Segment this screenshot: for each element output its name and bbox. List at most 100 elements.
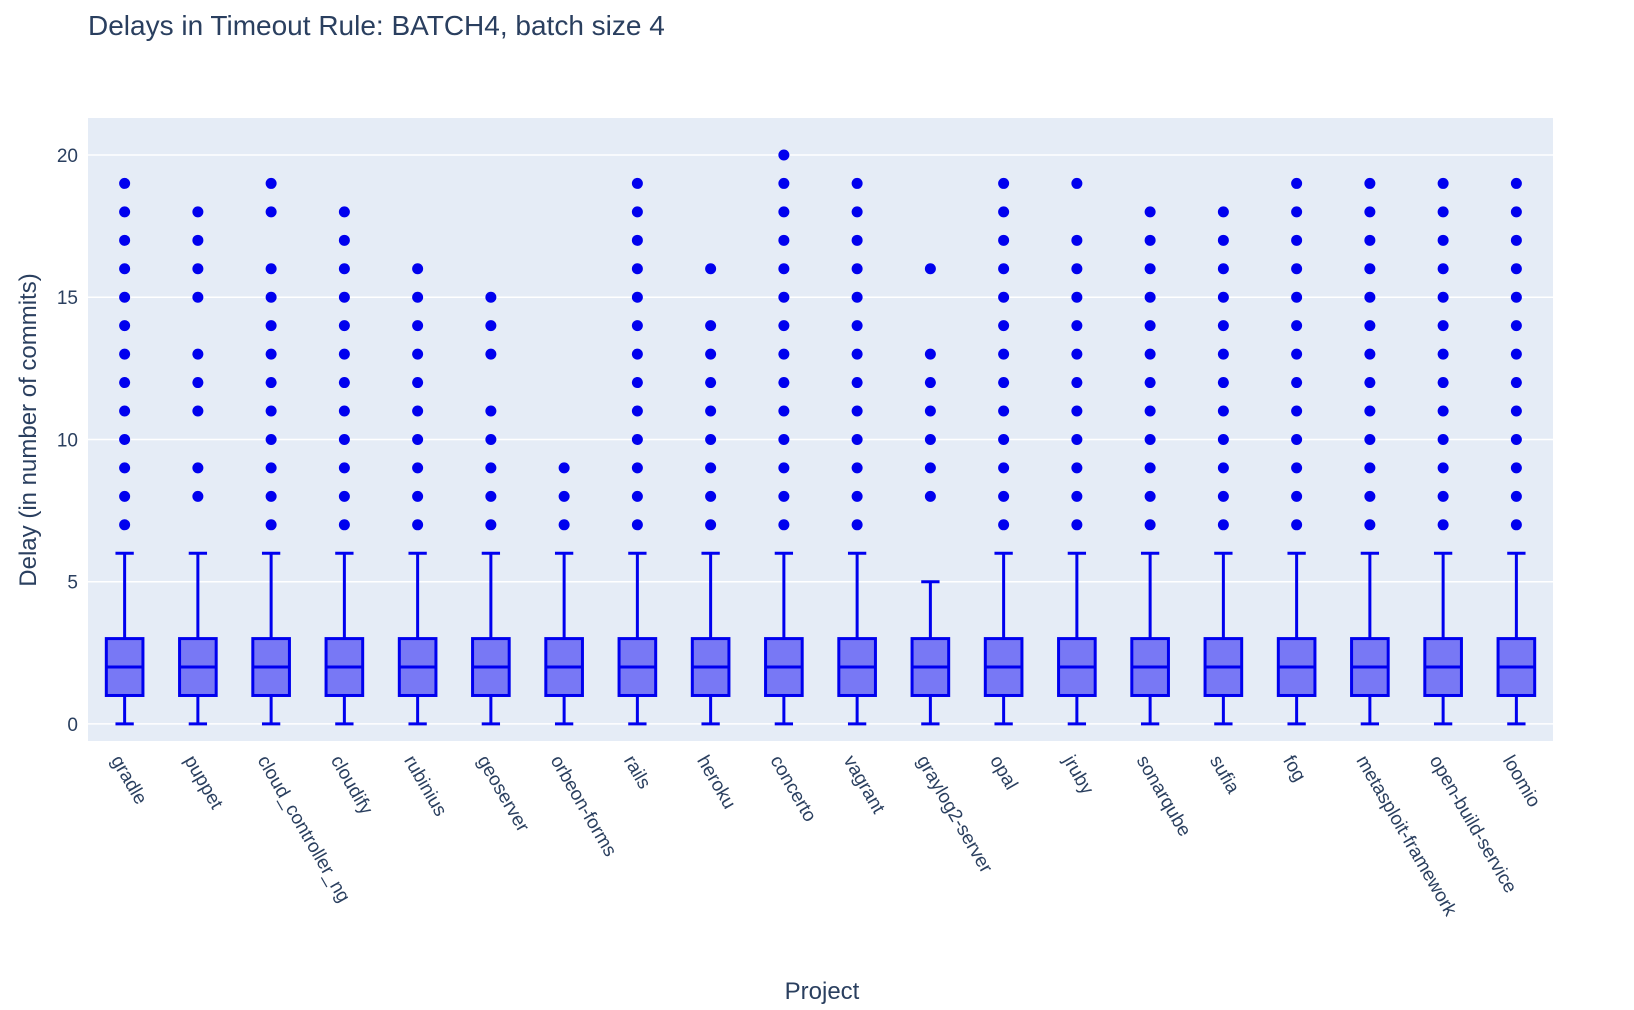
x-tick-label: geoserver [473, 752, 534, 836]
outlier-point [1437, 177, 1449, 189]
x-tick-label: rails [619, 752, 655, 793]
outlier-point [1510, 177, 1522, 189]
outlier-point [1291, 433, 1303, 445]
x-tick-label: orbeon-forms [546, 752, 621, 860]
outlier-point [705, 519, 717, 531]
outlier-point [1437, 519, 1449, 531]
outlier-point [1364, 405, 1376, 417]
box-puppet [178, 206, 218, 726]
outlier-point [851, 263, 863, 275]
outlier-point [631, 377, 643, 389]
outlier-point [1217, 263, 1229, 275]
outlier-point [1364, 348, 1376, 360]
outlier-point [119, 206, 131, 218]
outlier-point [1291, 519, 1303, 531]
outlier-point [1364, 490, 1376, 502]
outlier-point [119, 291, 131, 303]
x-tick-label: sonarqube [1132, 752, 1195, 840]
outlier-point [1364, 177, 1376, 189]
outlier-point [924, 462, 936, 474]
outlier-point [778, 348, 790, 360]
outlier-point [1217, 291, 1229, 303]
x-tick-label: puppet [180, 752, 228, 813]
outlier-point [1071, 519, 1083, 531]
box-fog [1276, 177, 1317, 726]
outlier-point [192, 490, 204, 502]
outlier-point [1071, 433, 1083, 445]
box-gradle [104, 177, 145, 726]
outlier-point [1217, 377, 1229, 389]
outlier-point [998, 490, 1010, 502]
outlier-point [338, 490, 350, 502]
outlier-point [412, 405, 424, 417]
outlier-point [998, 405, 1010, 417]
box-vagrant [837, 177, 877, 726]
outlier-point [412, 519, 424, 531]
outlier-point [851, 405, 863, 417]
outlier-point [631, 206, 643, 218]
outlier-point [1217, 206, 1229, 218]
boxes [104, 149, 1537, 726]
outlier-point [778, 377, 790, 389]
outlier-point [1071, 234, 1083, 246]
outlier-point [485, 405, 497, 417]
outlier-point [1291, 291, 1303, 303]
outlier-point [119, 234, 131, 246]
outlier-point [1437, 263, 1449, 275]
outlier-point [1144, 490, 1156, 502]
box-jruby [1057, 177, 1097, 726]
outlier-point [1291, 263, 1303, 275]
outlier-point [705, 462, 717, 474]
outlier-point [265, 320, 277, 332]
y-tick-label: 10 [57, 430, 78, 451]
outlier-point [265, 291, 277, 303]
outlier-point [778, 433, 790, 445]
outlier-point [119, 377, 131, 389]
outlier-point [851, 490, 863, 502]
outlier-point [851, 206, 863, 218]
outlier-point [631, 405, 643, 417]
outlier-point [1144, 206, 1156, 218]
outlier-point [1071, 462, 1083, 474]
outlier-point [705, 490, 717, 502]
outlier-point [631, 177, 643, 189]
box-rubinius [397, 263, 438, 726]
outlier-point [265, 263, 277, 275]
outlier-point [1510, 263, 1522, 275]
x-tick-label: gradle [106, 752, 151, 808]
outlier-point [119, 462, 131, 474]
outlier-point [631, 490, 643, 502]
outlier-point [778, 263, 790, 275]
outlier-point [1217, 320, 1229, 332]
box-orbeon-forms [544, 462, 584, 726]
outlier-point [1217, 490, 1229, 502]
x-tick-label: rubinius [399, 752, 450, 820]
outlier-point [192, 348, 204, 360]
outlier-point [778, 462, 790, 474]
outlier-point [1217, 234, 1229, 246]
outlier-point [412, 490, 424, 502]
box-rails [617, 177, 658, 726]
outlier-point [778, 234, 790, 246]
gridlines [88, 154, 1553, 725]
outlier-point [192, 405, 204, 417]
outlier-point [631, 234, 643, 246]
outlier-point [1510, 206, 1522, 218]
outlier-point [778, 490, 790, 502]
outlier-point [265, 177, 277, 189]
outlier-point [119, 177, 131, 189]
x-tick-label: cloudify [326, 752, 377, 819]
outlier-point [1291, 405, 1303, 417]
outlier-point [412, 320, 424, 332]
y-tick-label: 15 [57, 288, 78, 309]
outlier-point [485, 490, 497, 502]
outlier-point [558, 519, 570, 531]
box-cloudify [324, 206, 365, 726]
outlier-point [1437, 291, 1449, 303]
outlier-point [192, 291, 204, 303]
outlier-point [778, 206, 790, 218]
outlier-point [1364, 263, 1376, 275]
outlier-point [1510, 320, 1522, 332]
outlier-point [1510, 462, 1522, 474]
outlier-point [851, 377, 863, 389]
